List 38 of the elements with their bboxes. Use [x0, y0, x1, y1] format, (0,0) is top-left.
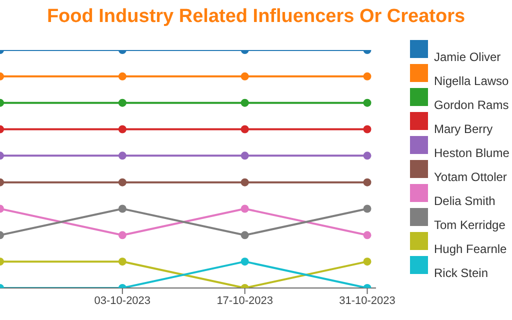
point — [240, 178, 249, 186]
point — [240, 231, 249, 240]
legend-label: Tom Kerridge — [434, 218, 506, 232]
legend-label: Gordon Rams — [434, 98, 509, 112]
point — [240, 72, 249, 80]
point — [118, 72, 126, 80]
x-tick-label: 17-10-2023 — [216, 294, 273, 307]
point — [363, 258, 372, 266]
x-tick-label: 03-10-2023 — [94, 294, 151, 307]
point — [363, 72, 372, 80]
legend-label: Rick Stein — [434, 266, 488, 280]
point — [240, 98, 249, 107]
point — [363, 98, 372, 107]
point — [363, 204, 372, 213]
legend-label: Jamie Oliver — [434, 50, 501, 64]
point — [363, 125, 372, 134]
legend-label: Yotam Ottoler — [434, 170, 507, 184]
x-tick-label: 31-10-2023 — [339, 294, 396, 307]
point — [118, 204, 126, 213]
point — [363, 178, 372, 186]
point — [118, 98, 126, 107]
legend-label: Heston Blume — [434, 146, 510, 160]
point — [240, 152, 249, 160]
legend-label: Delia Smith — [434, 194, 496, 208]
point — [240, 258, 249, 266]
point — [240, 204, 249, 213]
point — [118, 178, 126, 186]
point — [118, 125, 126, 134]
point — [363, 231, 372, 240]
point — [240, 125, 249, 134]
point — [118, 231, 126, 240]
point — [118, 258, 126, 266]
legend-label: Mary Berry — [434, 122, 493, 136]
chart-title: Food Industry Related Influencers Or Creators — [46, 5, 466, 29]
legend-label: Nigella Lawso — [434, 74, 509, 88]
legend-label: Hugh Fearnle — [434, 242, 507, 256]
point — [118, 152, 126, 160]
point — [363, 152, 372, 160]
